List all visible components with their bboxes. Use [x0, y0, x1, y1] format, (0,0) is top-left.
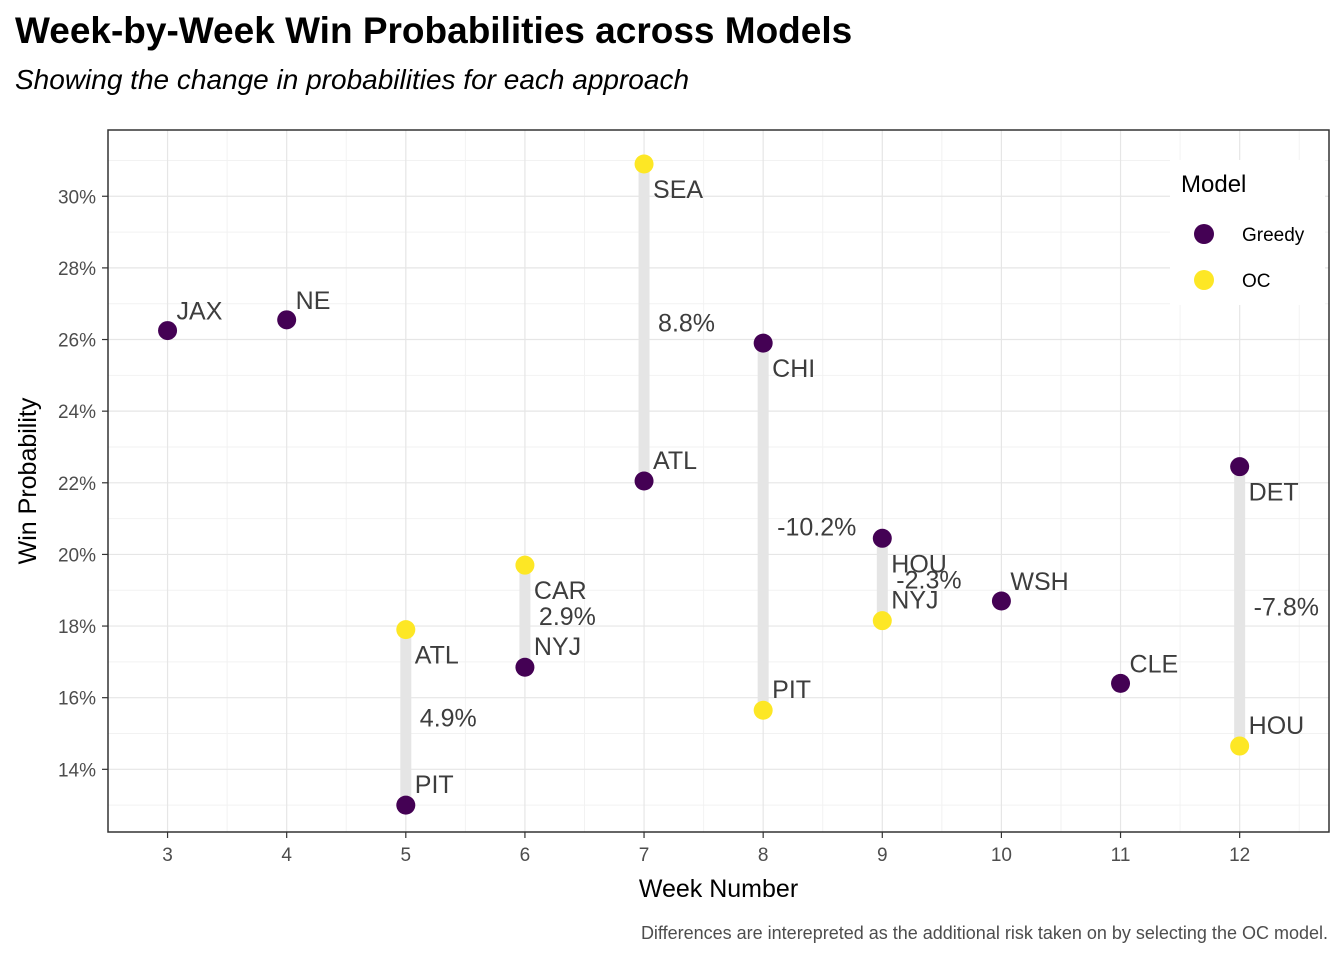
x-tick-label: 7	[639, 845, 650, 866]
point-label: DET	[1249, 479, 1299, 507]
difference-segments	[400, 164, 1246, 806]
y-tick-label: 22%	[58, 474, 96, 495]
point-label: CLE	[1130, 650, 1179, 678]
legend-label-greedy: Greedy	[1242, 225, 1305, 246]
chart-subtitle: Showing the change in probabilities for …	[15, 64, 690, 95]
point-greedy	[634, 471, 654, 491]
legend: Model Greedy OC	[1170, 160, 1325, 305]
y-tick-label: 16%	[58, 689, 96, 710]
point-greedy	[1111, 673, 1131, 693]
legend-title: Model	[1181, 171, 1246, 198]
point-label: NYJ	[891, 587, 938, 615]
y-tick-label: 28%	[58, 259, 96, 280]
difference-label: 4.9%	[420, 704, 477, 732]
point-label: HOU	[1249, 712, 1305, 740]
point-greedy	[277, 310, 297, 330]
point-label: JAX	[177, 298, 223, 326]
point-greedy	[515, 657, 535, 677]
legend-key-oc	[1194, 270, 1214, 290]
point-oc	[396, 620, 416, 640]
point-oc	[515, 555, 535, 575]
x-tick-label: 6	[520, 845, 531, 866]
x-tick-label: 9	[877, 845, 888, 866]
point-label: CAR	[534, 577, 587, 605]
plot-border	[107, 129, 1330, 833]
difference-label: -7.8%	[1254, 593, 1319, 621]
point-greedy	[753, 333, 773, 353]
x-tick-label: 4	[281, 845, 292, 866]
point-label: ATL	[415, 642, 459, 670]
difference-label: 8.8%	[658, 310, 715, 338]
y-tick-label: 30%	[58, 187, 96, 208]
x-tick-label: 11	[1111, 845, 1131, 866]
point-greedy	[396, 795, 416, 815]
point-label: WSH	[1010, 568, 1068, 596]
point-oc	[1230, 736, 1250, 756]
plot-panel	[108, 130, 1329, 832]
point-oc	[872, 611, 892, 631]
point-label: PIT	[415, 771, 454, 799]
legend-label-oc: OC	[1242, 271, 1271, 292]
x-axis-label: Week Number	[639, 875, 798, 903]
x-tick-label: 3	[162, 845, 173, 866]
difference-label: -2.3%	[896, 566, 961, 594]
point-greedy	[1230, 457, 1250, 477]
point-label: NE	[296, 287, 331, 315]
legend-key-greedy	[1194, 224, 1214, 244]
x-tick-label: 12	[1229, 845, 1250, 866]
axes: 3 4 5 6 7 8 9 10 11 12 14% 16% 18% 20% 22% 24% 26% 28% 30%	[58, 187, 1250, 866]
point-greedy	[158, 321, 178, 341]
difference-label: 2.9%	[539, 603, 596, 631]
point-oc	[634, 154, 654, 174]
grid-lines	[108, 130, 1329, 832]
y-tick-label: 24%	[58, 402, 96, 423]
x-tick-label: 10	[991, 845, 1012, 866]
point-label: HOU	[891, 550, 947, 578]
difference-label: -10.2%	[777, 514, 856, 542]
y-tick-label: 26%	[58, 331, 96, 352]
chart-caption: Differences are interepreted as the addi…	[640, 923, 1328, 943]
data-points	[158, 154, 1250, 815]
y-tick-label: 14%	[58, 760, 96, 781]
point-oc	[753, 700, 773, 720]
point-greedy	[872, 528, 892, 548]
chart-title: Week-by-Week Win Probabilities across Mo…	[15, 10, 853, 51]
x-tick-label: 5	[401, 845, 412, 866]
point-label: CHI	[772, 355, 815, 383]
point-label: NYJ	[534, 633, 581, 661]
point-label: PIT	[772, 676, 811, 704]
point-greedy	[991, 591, 1011, 611]
y-tick-label: 20%	[58, 545, 96, 566]
point-labels: 4.9% 2.9% 8.8% -10.2% -2.3% -7.8% JAX NE PIT NYJ A…	[177, 176, 1319, 799]
point-label: ATL	[653, 447, 697, 475]
y-tick-label: 18%	[58, 617, 96, 638]
x-tick-label: 8	[758, 845, 769, 866]
y-axis-label: Win Probability	[14, 397, 42, 564]
point-label: SEA	[653, 176, 703, 204]
